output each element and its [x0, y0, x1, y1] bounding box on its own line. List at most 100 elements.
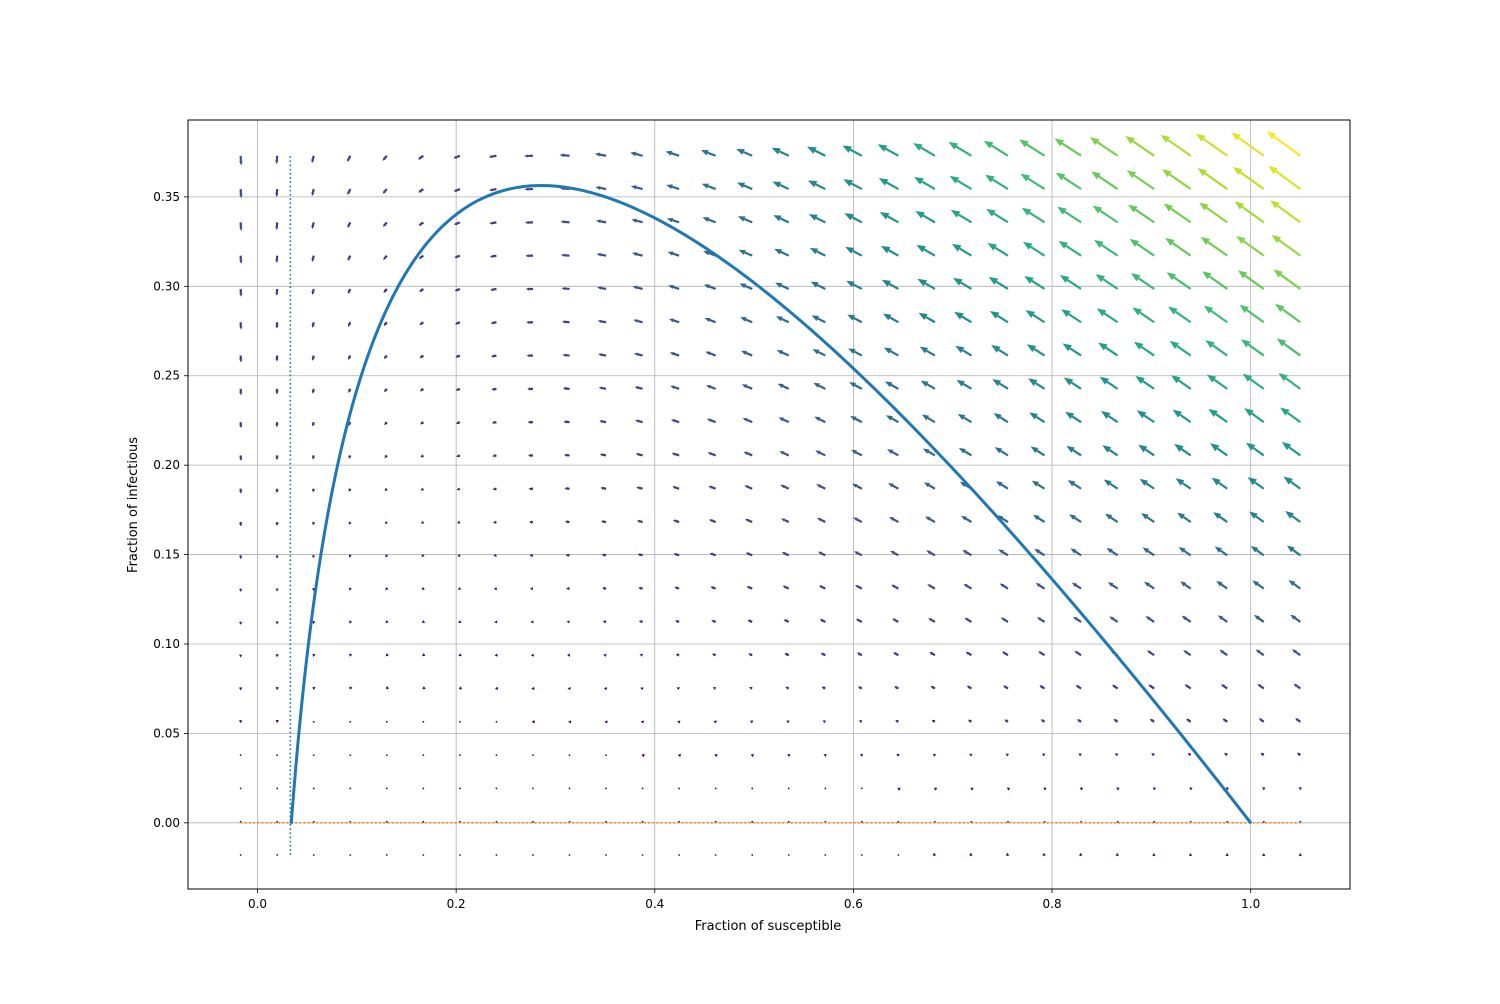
y-tick-label: 0.00	[153, 816, 180, 830]
field-arrow	[496, 721, 498, 723]
field-arrow-shaft	[1239, 138, 1264, 156]
field-arrow-shaft	[641, 555, 643, 556]
field-arrow-head	[1078, 753, 1081, 756]
field-arrow-shaft	[921, 148, 935, 156]
field-arrow-head	[1189, 787, 1192, 790]
field-arrow-shaft	[1221, 584, 1227, 588]
field-arrow-shaft	[1242, 207, 1264, 223]
field-arrow-head	[561, 287, 565, 290]
field-arrow-head	[596, 220, 601, 224]
field-arrow-shaft	[638, 421, 642, 422]
field-arrow-head	[778, 384, 784, 388]
field-arrow-shaft	[1072, 416, 1081, 422]
field-arrow-shaft	[1036, 417, 1044, 422]
field-arrow-head	[705, 352, 710, 356]
field-arrow-shaft	[1031, 247, 1045, 256]
field-arrow-head	[276, 589, 279, 592]
field-arrow-head	[563, 387, 566, 390]
field-arrow-head	[495, 687, 498, 690]
field-arrow-shaft	[1227, 755, 1228, 756]
field-arrow-head	[312, 654, 315, 657]
field-arrow-shaft	[677, 554, 680, 555]
field-arrow-head	[492, 421, 495, 424]
field-arrow-head	[913, 143, 923, 151]
field-arrow-head	[776, 316, 783, 321]
field-arrow-shaft	[816, 184, 826, 189]
field-arrow-shaft	[603, 455, 606, 456]
field-arrow-head	[386, 620, 389, 623]
y-tick-label: 0.35	[153, 190, 180, 204]
field-arrow-head	[773, 215, 781, 221]
field-arrow-head	[668, 252, 674, 256]
field-arrow-head	[970, 788, 973, 791]
field-arrow	[313, 754, 315, 756]
field-arrow-head	[602, 553, 605, 556]
field-arrow-shaft	[712, 521, 716, 522]
field-arrow-shaft	[961, 283, 972, 289]
field-arrow-shaft	[1006, 687, 1008, 688]
field-arrow-head	[239, 326, 242, 329]
field-arrow-head	[742, 384, 747, 388]
field-arrow-head	[1019, 140, 1029, 148]
field-arrow-shaft	[493, 289, 496, 290]
field-arrow-shaft	[933, 687, 935, 688]
field-arrow-head	[823, 754, 826, 757]
field-arrow-head	[667, 218, 673, 222]
field-arrow-head	[565, 554, 568, 557]
field-arrow-head	[349, 620, 352, 623]
field-arrow-shaft	[639, 488, 642, 489]
field-arrow-shaft	[824, 688, 825, 689]
field-arrow-shaft	[1138, 278, 1154, 289]
field-arrow-shaft	[456, 156, 460, 157]
field-arrow-shaft	[891, 385, 898, 389]
field-arrow-shaft	[708, 153, 716, 156]
field-arrow-shaft	[674, 354, 679, 356]
field-arrow-shaft	[1259, 652, 1263, 655]
field-arrow-shaft	[785, 554, 789, 556]
field-arrow-shaft	[892, 452, 898, 455]
field-arrow-head	[275, 160, 278, 164]
x-tick-label: 0.6	[844, 897, 863, 911]
field-arrow-shaft	[1179, 380, 1191, 388]
field-arrow-shaft	[995, 248, 1008, 256]
field-arrow-shaft	[1225, 720, 1227, 722]
field-arrow-head	[1079, 853, 1082, 856]
field-arrow-head	[987, 243, 997, 251]
field-arrow-shaft	[673, 287, 679, 289]
field-arrow-head	[528, 421, 531, 424]
field-arrow-shaft	[922, 182, 935, 190]
field-arrow-head	[705, 318, 711, 322]
field-arrow-shaft	[313, 189, 314, 193]
y-tick-label: 0.05	[153, 726, 180, 740]
field-arrow-shaft	[676, 521, 679, 522]
field-arrow-shaft	[710, 387, 715, 389]
field-arrow-head	[633, 286, 638, 290]
field-arrow-head	[632, 252, 637, 256]
field-arrow-shaft	[349, 222, 350, 225]
field-arrow-head	[604, 720, 607, 723]
field-arrow-head	[1090, 137, 1099, 145]
field-arrow	[349, 854, 351, 856]
field-arrow-head	[276, 523, 279, 526]
field-arrow	[386, 854, 388, 856]
field-arrow-shaft	[564, 155, 570, 156]
field-arrow-head	[739, 284, 746, 289]
field-arrow-shaft	[1062, 143, 1081, 155]
field-arrow-head	[275, 260, 278, 263]
field-arrow	[569, 854, 571, 856]
field-arrow-head	[1135, 376, 1144, 384]
field-arrow-head	[526, 321, 529, 324]
field-arrow-shaft	[1112, 585, 1117, 589]
field-arrow-shaft	[1217, 448, 1227, 455]
reference-lines	[241, 156, 1301, 855]
field-arrow-head	[736, 149, 744, 155]
field-arrow	[824, 854, 826, 856]
field-arrow-shaft	[674, 320, 680, 322]
field-arrow-shaft	[895, 620, 898, 622]
field-arrow-head	[634, 353, 638, 356]
field-arrow-head	[527, 354, 530, 357]
field-arrow-head	[600, 453, 603, 456]
field-arrow-shaft	[421, 189, 424, 191]
field-arrow-shaft	[890, 351, 898, 355]
